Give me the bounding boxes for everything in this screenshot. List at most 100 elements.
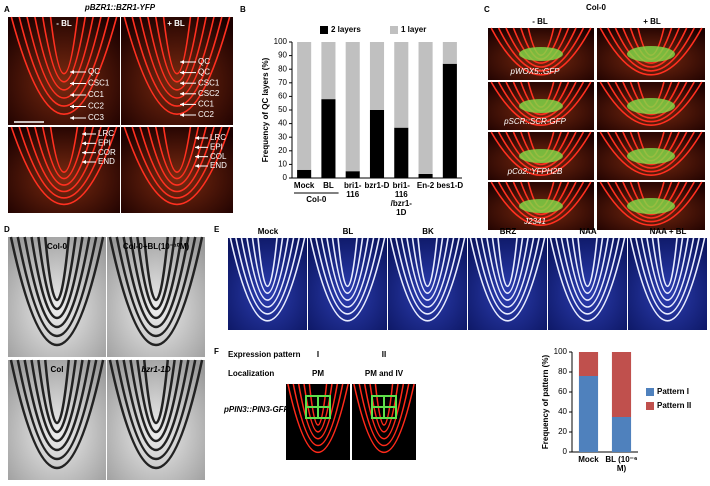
arrow-head <box>82 150 86 155</box>
cell-wall <box>123 16 231 115</box>
cell-label: EPI <box>210 142 223 151</box>
y-tick-label: 20 <box>278 146 287 155</box>
cell-wall <box>49 126 79 173</box>
micrograph <box>468 238 547 330</box>
reporter-signal <box>627 98 675 114</box>
cell-wall <box>622 27 680 64</box>
cell-wall <box>18 16 110 107</box>
cell-wall <box>162 16 192 75</box>
arrow-head <box>180 81 184 86</box>
y-tick-label: 30 <box>278 132 287 141</box>
panel-title: Col-0 <box>586 3 607 12</box>
reporter-signal <box>627 46 675 62</box>
cell-wall <box>490 81 592 126</box>
panel-letter: E <box>214 225 220 234</box>
cell-label: CC3 <box>88 113 105 122</box>
y-tick-label: 40 <box>278 119 287 128</box>
cell-wall <box>30 236 84 320</box>
marker-label: pCo2::YFPH2B <box>507 167 563 176</box>
cell-wall <box>560 237 615 308</box>
x-tick-label: BL (10⁻⁶ M) <box>605 455 638 473</box>
cell-wall <box>43 359 71 425</box>
y-tick-label: 50 <box>278 105 287 114</box>
cell-wall <box>571 237 604 294</box>
y-tick-label: 10 <box>278 160 287 169</box>
x-tick-label: Mock <box>578 455 599 464</box>
image-label: Col-0 <box>47 242 68 251</box>
micrograph <box>8 17 120 125</box>
cell-wall <box>257 237 278 288</box>
legend-label: Pattern II <box>657 401 691 410</box>
cell-wall <box>123 126 231 206</box>
cell-wall <box>10 126 118 206</box>
cell-wall <box>491 237 524 294</box>
reporter-signal <box>519 149 563 163</box>
micrograph <box>228 238 307 330</box>
cell-wall <box>10 16 118 115</box>
cell-wall <box>129 359 183 443</box>
panel-letter: A <box>4 5 10 14</box>
bar-segment <box>345 42 360 172</box>
arrow-head <box>180 70 184 75</box>
cell-wall <box>549 237 626 322</box>
arrow-head <box>180 102 184 107</box>
cell-label: QC <box>198 68 210 77</box>
cell-wall <box>395 237 460 315</box>
cell-wall <box>512 27 570 64</box>
arrow-head <box>195 154 199 159</box>
cell-wall <box>363 383 405 440</box>
cell-wall <box>480 237 535 308</box>
cell-wall <box>490 27 592 76</box>
cell-wall <box>37 359 77 433</box>
bar-segment <box>297 42 312 170</box>
cell-wall <box>23 359 91 451</box>
cell-wall <box>400 237 455 308</box>
image-label: Col <box>51 365 64 374</box>
cell-label: CSC1 <box>198 78 220 87</box>
cell-label: END <box>210 161 227 170</box>
cell-wall <box>303 383 333 433</box>
cell-wall <box>297 383 339 440</box>
cell-label: COL <box>210 152 227 161</box>
cell-wall <box>154 126 200 180</box>
arrow-head <box>180 113 184 117</box>
reporter-signal <box>627 198 675 214</box>
cell-wall <box>49 16 79 75</box>
cell-wall <box>512 131 570 165</box>
micrograph <box>308 238 387 330</box>
arrow-head <box>70 93 74 97</box>
condition-label: + BL <box>167 19 185 28</box>
legend-label: 1 layer <box>401 25 426 34</box>
legend-swatch <box>646 388 654 396</box>
cell-label: CC2 <box>88 102 105 111</box>
cell-wall <box>497 181 585 223</box>
cell-label: COR <box>98 148 116 157</box>
bar-segment <box>418 173 433 178</box>
micrograph <box>388 238 467 330</box>
cell-wall <box>640 237 695 308</box>
cell-wall <box>497 81 585 123</box>
cell-wall <box>139 126 215 193</box>
cell-wall <box>555 237 620 315</box>
y-tick-label: 0 <box>563 447 568 456</box>
cell-wall <box>131 16 223 107</box>
cell-wall <box>136 359 176 433</box>
bar-segment <box>611 417 632 452</box>
y-tick-label: 70 <box>278 78 287 87</box>
cell-wall <box>614 181 688 219</box>
cell-wall <box>651 237 684 294</box>
y-tick-label: 20 <box>558 427 567 436</box>
cell-wall <box>614 27 688 68</box>
cell-wall <box>607 131 695 173</box>
condition-label: + BL <box>643 17 661 26</box>
cell-wall <box>320 237 375 308</box>
cell-wall <box>646 237 689 301</box>
bar-segment <box>321 42 336 100</box>
image-label: Mock <box>258 227 279 236</box>
cell-wall <box>505 131 577 169</box>
arrow-head <box>195 145 199 150</box>
micrograph <box>628 238 707 330</box>
bar-segment <box>394 127 409 178</box>
cell-wall <box>331 237 364 294</box>
